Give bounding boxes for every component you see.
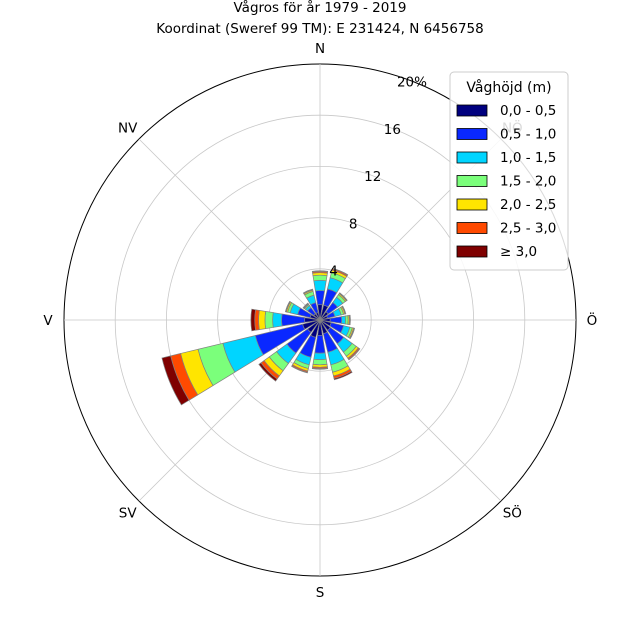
bar-SSÖ-bin-7 [333,370,353,381]
bar-NNV-bin-7 [302,288,314,294]
chart-subtitle: Koordinat (Sweref 99 TM): E 231424, N 64… [156,21,483,37]
radial-tick-label: 12 [364,169,381,185]
grid-spoke [138,138,321,321]
bar-S-bin-7 [311,367,329,370]
bar-Ö-bin-7 [349,314,351,326]
legend-label: 1,0 - 1,5 [500,150,556,166]
direction-label: N [315,41,325,57]
direction-label: NV [118,121,138,137]
bar-N-bin-4 [312,274,328,282]
direction-label: SV [119,505,138,521]
bar-ÖNÖ-bin-7 [341,305,347,315]
bar-V-bin-5 [258,309,267,331]
radial-tick-label: 8 [349,216,358,232]
bar-SSV-bin-7 [291,365,308,374]
bar-Ö-bin-3 [341,315,346,325]
legend-label: 0,0 - 0,5 [500,103,556,119]
bar-N-bin-7 [311,270,329,273]
bar-S-bin-4 [312,358,328,366]
direction-label: S [316,585,325,601]
legend-items: 0,0 - 0,5 0,5 - 1,0 1,0 - 1,5 1,5 - 2,0 2,0 … [456,103,556,260]
bar-Ö-bin-2 [329,316,343,324]
direction-label: Ö [587,311,598,329]
bar-NNÖ-bin-7 [331,267,349,276]
bar-S-bin-2 [314,334,326,354]
legend-label: ≥ 3,0 [500,244,537,260]
legend-swatch [456,222,488,234]
direction-label: SÖ [503,503,522,521]
legend-frame [449,71,569,271]
bar-SÖ-bin-7 [348,348,361,361]
bar-SV-bin-7 [258,362,278,382]
bar-V-bin-4 [264,310,274,330]
radial-tick-label: 4 [329,264,338,280]
legend-swatch [456,175,488,187]
polar-grid [63,63,577,577]
legend-label: 0,5 - 1,0 [500,127,556,143]
radial-tick-labels: 4 8 12 16 20% [329,74,427,279]
legend-label: 2,5 - 3,0 [500,221,556,237]
bar-ÖSÖ-bin-7 [349,327,356,340]
bar-V-bin-7 [250,308,256,332]
legend-swatch [456,198,488,211]
chart-title: Vågros för år 1979 - 2019 [233,0,406,16]
bar-NÖ-bin-7 [339,292,348,301]
legend-title: Våghöjd (m) [466,79,551,96]
bar-N-bin-2 [314,290,326,306]
bar-N-bin-3 [313,279,327,292]
legend-swatch [456,151,488,164]
bar-VSV-bin-7 [161,355,190,406]
bar-VNV-bin-7 [284,300,291,313]
legend: Våghöjd (m) 0,0 - 0,5 0,5 - 1,0 1,0 - 1,5 1… [449,71,569,271]
bar-NV-bin-7 [302,302,309,309]
rose-bars [161,267,361,406]
radial-tick-label: 16 [384,122,401,138]
bar-S-bin-3 [313,352,327,361]
legend-label: 1,5 - 2,0 [500,174,556,190]
legend-swatch [456,245,488,258]
legend-label: 2,0 - 2,5 [500,197,556,213]
radial-tick-label: 20% [397,74,427,90]
legend-swatch [456,128,488,140]
legend-swatch [456,104,488,117]
direction-label: V [43,313,53,329]
bar-V-bin-3 [272,312,283,328]
